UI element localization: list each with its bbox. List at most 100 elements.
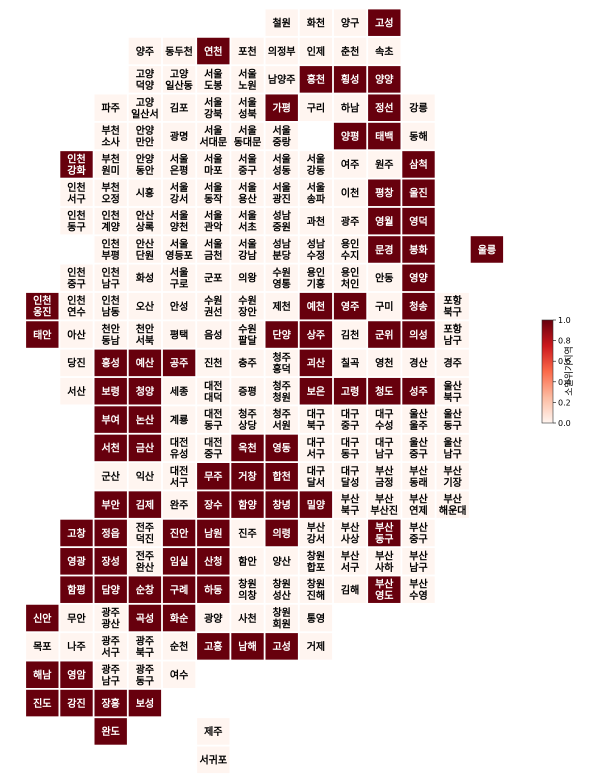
tile-cell-label: 양산 xyxy=(272,555,291,568)
tile-cell-rect xyxy=(196,462,231,491)
tile-cell-label: 여주 xyxy=(341,158,359,171)
tile-cell: 과천 xyxy=(298,207,333,236)
tile-cell-label: 부산 영도 xyxy=(375,578,394,603)
tile-cell-rect xyxy=(162,150,197,179)
tile-cell-rect xyxy=(230,632,265,661)
tile-cell: 삼척 xyxy=(401,150,436,179)
tile-cell-label: 철원 xyxy=(272,16,290,29)
tile-cell-rect xyxy=(367,575,402,604)
tile-cell-label: 서울 동대문 xyxy=(234,124,262,149)
tile-cell-label: 대전 서구 xyxy=(170,464,188,489)
tile-cell-label: 부산 금정 xyxy=(375,464,394,489)
tile-cell-rect xyxy=(435,462,470,491)
tile-cell: 영동 xyxy=(264,433,299,463)
tile-cell: 경주 xyxy=(435,348,470,377)
tile-cell: 해남 xyxy=(25,660,60,689)
tile-cell-label: 용인 처인 xyxy=(341,266,359,291)
tile-cell: 서산 xyxy=(59,377,94,406)
tile-cell: 제천 xyxy=(264,292,299,321)
tile-cell: 충주 xyxy=(230,348,265,377)
tile-cell: 군위 xyxy=(367,320,402,349)
tile-cell: 서울 송파 xyxy=(298,178,333,207)
tile-cell-rect xyxy=(264,575,299,604)
tile-cell-label: 칠곡 xyxy=(341,357,359,370)
tile-cell-rect xyxy=(298,207,333,236)
tile-cell-label: 함평 xyxy=(67,583,85,596)
tile-cell-rect xyxy=(162,462,197,491)
tile-cell-label: 천안 동남 xyxy=(101,323,120,348)
tile-cell: 김해 xyxy=(333,575,368,604)
tile-cell-rect xyxy=(264,207,299,236)
tile-cell: 양양 xyxy=(367,65,402,94)
tile-cell: 청주 서원 xyxy=(264,405,299,434)
tile-cell-label: 청주 청원 xyxy=(272,379,290,404)
tile-cell-label: 괴산 xyxy=(307,357,326,370)
tile-cell: 광주 남구 xyxy=(93,660,128,689)
tile-cell-rect xyxy=(264,547,299,576)
tile-cell-label: 화순 xyxy=(170,613,188,625)
tile-cell: 김포 xyxy=(162,93,197,122)
tile-cell-label: 논산 xyxy=(136,413,155,426)
tile-cell: 고흥 xyxy=(196,632,231,661)
tile-cell: 여수 xyxy=(162,660,197,689)
tile-cell-label: 목포 xyxy=(33,641,51,653)
tile-cell: 고성 xyxy=(264,632,299,661)
tile-cell-rect xyxy=(333,433,368,463)
tile-cell-label: 여수 xyxy=(170,669,188,682)
tile-cell: 태백 xyxy=(367,122,402,151)
tile-cell-label: 서울 노원 xyxy=(238,67,256,92)
tile-cell-label: 이천 xyxy=(341,187,359,200)
tile-cell-label: 고성 xyxy=(272,640,290,653)
tile-cell: 영덕 xyxy=(401,207,436,236)
tile-cell: 부산 영도 xyxy=(367,575,402,604)
tile-cell-label: 창원 의창 xyxy=(238,578,257,603)
tile-cell-label: 영동 xyxy=(272,442,290,455)
tile-cell-label: 광명 xyxy=(170,130,188,143)
tile-cell: 무주 xyxy=(196,462,231,491)
tile-cell: 평창 xyxy=(367,178,402,207)
tile-cell: 원주 xyxy=(367,150,402,179)
tile-cell: 군포 xyxy=(196,263,231,292)
tile-cell: 거창 xyxy=(230,462,265,491)
tile-cell: 인천 계양 xyxy=(93,207,128,236)
tile-cell-label: 음성 xyxy=(204,328,222,341)
tile-cell: 증평 xyxy=(230,377,265,406)
tile-cell-rect xyxy=(298,8,333,37)
tile-cell-rect xyxy=(127,575,162,604)
tile-cell-label: 가평 xyxy=(272,102,290,115)
tile-cell-label: 서울 관악 xyxy=(204,209,223,234)
tile-cell-label: 무안 xyxy=(67,612,86,625)
tile-cell: 신안 xyxy=(25,603,60,633)
tile-cell: 인천 연수 xyxy=(59,292,94,321)
tile-cell: 횡성 xyxy=(333,65,368,94)
tile-cell-rect xyxy=(162,490,197,519)
tile-cell: 하남 xyxy=(333,93,368,122)
tile-cell-rect xyxy=(333,93,368,122)
tile-cell-rect xyxy=(333,348,368,377)
tile-cell: 음성 xyxy=(196,320,231,349)
tile-cell: 부여 xyxy=(93,405,128,434)
tile-cell-label: 부산 북구 xyxy=(341,493,360,518)
tile-cell-rect xyxy=(264,433,299,463)
tile-cell: 구리 xyxy=(298,93,333,122)
tile-cell: 대구 서구 xyxy=(298,433,333,463)
tile-cell-label: 원주 xyxy=(375,158,393,171)
tile-cell: 수원 영통 xyxy=(264,263,299,292)
tile-cell-rect xyxy=(401,462,436,491)
tile-cell: 함양 xyxy=(230,490,265,519)
tile-cell: 포항 북구 xyxy=(435,292,470,321)
tile-cell-rect xyxy=(298,178,333,207)
tile-cell-label: 오산 xyxy=(136,300,155,313)
tile-cell-rect xyxy=(333,207,368,236)
tile-cell-label: 인천 옹진 xyxy=(33,294,51,319)
tile-cell-label: 김포 xyxy=(170,103,188,115)
tile-cell: 고양 덕양 xyxy=(127,65,162,94)
tile-cell-label: 세종 xyxy=(170,385,188,398)
tile-cell: 창원 성산 xyxy=(264,575,299,604)
tile-cell-rect xyxy=(298,575,333,604)
tile-cell-label: 양양 xyxy=(375,74,394,86)
tile-cell: 대전 유성 xyxy=(162,433,197,463)
tile-cell-rect xyxy=(367,377,402,406)
tile-cell-rect xyxy=(127,36,162,66)
tile-cell-label: 광주 xyxy=(341,216,359,228)
